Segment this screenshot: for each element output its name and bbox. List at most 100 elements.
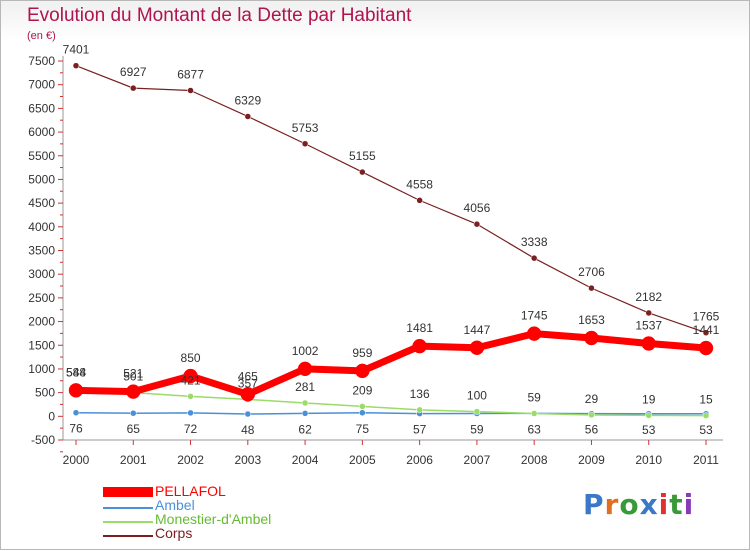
data-label-monestier-d-ambel: 421 <box>181 373 201 387</box>
data-label-corps: 6927 <box>120 65 147 79</box>
data-point-monestier-d-ambel <box>645 412 652 419</box>
logo-letter: x <box>639 488 659 521</box>
data-label-monestier-d-ambel: 357 <box>238 376 258 390</box>
data-point-corps <box>72 62 80 69</box>
y-tick-label: 5500 <box>28 149 55 163</box>
data-point-corps <box>187 87 194 94</box>
data-label-ambel: 65 <box>127 422 141 436</box>
data-point-corps <box>359 168 366 176</box>
data-point-corps <box>130 84 137 92</box>
data-label-ambel: 76 <box>69 422 83 436</box>
legend-label-pellafol: PELLAFOL <box>155 483 226 499</box>
data-point-pellafol <box>297 361 313 377</box>
data-label-ambel: 53 <box>642 423 656 437</box>
data-label-pellafol: 959 <box>352 346 372 360</box>
data-point-pellafol <box>641 336 656 351</box>
data-label-ambel: 75 <box>356 422 370 436</box>
data-point-corps <box>702 329 710 336</box>
series-line-pellafol <box>75 330 707 398</box>
data-point-ambel <box>187 409 194 417</box>
data-point-corps <box>416 197 423 204</box>
data-point-monestier-d-ambel <box>702 412 710 419</box>
data-point-pellafol <box>240 387 256 402</box>
y-tick-label: 2000 <box>28 315 55 329</box>
x-tick-label: 2010 <box>635 453 662 467</box>
series-line-monestier-d-ambel <box>75 387 707 417</box>
y-tick-label: 7500 <box>28 54 55 68</box>
data-point-pellafol <box>68 383 84 398</box>
data-point-monestier-d-ambel <box>588 411 595 419</box>
data-label-ambel: 56 <box>585 423 599 437</box>
series-line-corps <box>75 65 707 334</box>
data-label-ambel: 53 <box>699 423 713 437</box>
data-label-monestier-d-ambel: 501 <box>123 370 143 384</box>
y-tick-label: 7000 <box>28 78 55 92</box>
x-tick-label: 2003 <box>234 453 261 467</box>
data-label-corps: 6329 <box>234 93 261 107</box>
data-label-corps: 4558 <box>406 177 433 191</box>
data-point-corps <box>473 220 481 228</box>
data-label-ambel: 48 <box>241 423 255 437</box>
data-label-ambel: 59 <box>470 423 484 437</box>
data-label-monestier-d-ambel: 15 <box>699 393 713 407</box>
data-point-ambel <box>244 410 252 418</box>
data-point-pellafol <box>698 340 714 356</box>
data-point-monestier-d-ambel <box>187 393 194 400</box>
data-label-corps: 3338 <box>521 235 548 249</box>
x-tick-label: 2007 <box>464 453 491 467</box>
data-label-corps: 6877 <box>177 68 204 82</box>
x-tick-label: 2004 <box>292 453 319 467</box>
data-label-corps: 2706 <box>578 265 605 279</box>
data-label-pellafol: 850 <box>181 351 201 365</box>
legend-label-monestier: Monestier-d'Ambel <box>155 511 272 527</box>
legend-label-ambel: Ambel <box>155 497 195 513</box>
data-label-monestier-d-ambel: 209 <box>352 383 372 397</box>
y-tick-label: 0 <box>48 409 55 423</box>
x-tick-label: 2008 <box>521 453 548 467</box>
data-label-ambel: 62 <box>298 422 312 436</box>
logo-letter: i <box>683 488 695 521</box>
data-point-pellafol <box>126 384 141 399</box>
y-tick-label: 6000 <box>28 125 55 139</box>
data-point-ambel <box>359 409 366 417</box>
y-tick-label: 6500 <box>28 101 55 115</box>
x-tick-label: 2001 <box>120 453 147 467</box>
data-point-monestier-d-ambel <box>301 399 309 407</box>
data-point-pellafol <box>183 368 198 384</box>
data-label-ambel: 63 <box>528 422 542 436</box>
proxiti-logo: Proxiti <box>583 488 694 521</box>
y-tick-label: 5000 <box>28 172 55 186</box>
data-label-corps: 4056 <box>464 201 491 215</box>
data-label-monestier-d-ambel: 59 <box>528 391 542 405</box>
data-label-corps: 5753 <box>292 121 319 135</box>
data-point-corps <box>301 140 309 148</box>
data-point-pellafol <box>584 330 599 346</box>
y-tick-label: 3500 <box>28 244 55 258</box>
x-tick-label: 2006 <box>406 453 433 467</box>
x-tick-label: 2005 <box>349 453 376 467</box>
data-point-monestier-d-ambel <box>359 403 366 410</box>
data-point-pellafol <box>526 326 542 341</box>
legend-label-corps: Corps <box>155 525 193 541</box>
data-label-pellafol: 1653 <box>578 313 605 327</box>
data-point-pellafol <box>469 340 485 356</box>
data-label-monestier-d-ambel: 136 <box>410 387 430 401</box>
y-tick-label: 1000 <box>28 362 55 376</box>
data-label-pellafol: 1537 <box>635 318 662 332</box>
data-point-monestier-d-ambel <box>473 408 481 415</box>
data-label-pellafol: 465 <box>238 369 258 383</box>
y-tick-label: -500 <box>31 433 55 447</box>
data-point-ambel <box>301 410 309 417</box>
data-label-corps: 5155 <box>349 149 376 163</box>
legend-swatch-ambel <box>103 507 153 509</box>
data-point-ambel <box>72 409 80 416</box>
x-tick-label: 2011 <box>693 453 719 467</box>
data-label-monestier-d-ambel: 281 <box>295 380 315 394</box>
data-point-corps <box>588 284 595 292</box>
x-tick-label: 2002 <box>177 453 204 467</box>
data-label-monestier-d-ambel: 19 <box>642 392 656 406</box>
data-label-monestier-d-ambel: 29 <box>585 392 599 406</box>
logo-letter: i <box>658 488 670 521</box>
data-label-pellafol: 1441 <box>693 323 720 337</box>
